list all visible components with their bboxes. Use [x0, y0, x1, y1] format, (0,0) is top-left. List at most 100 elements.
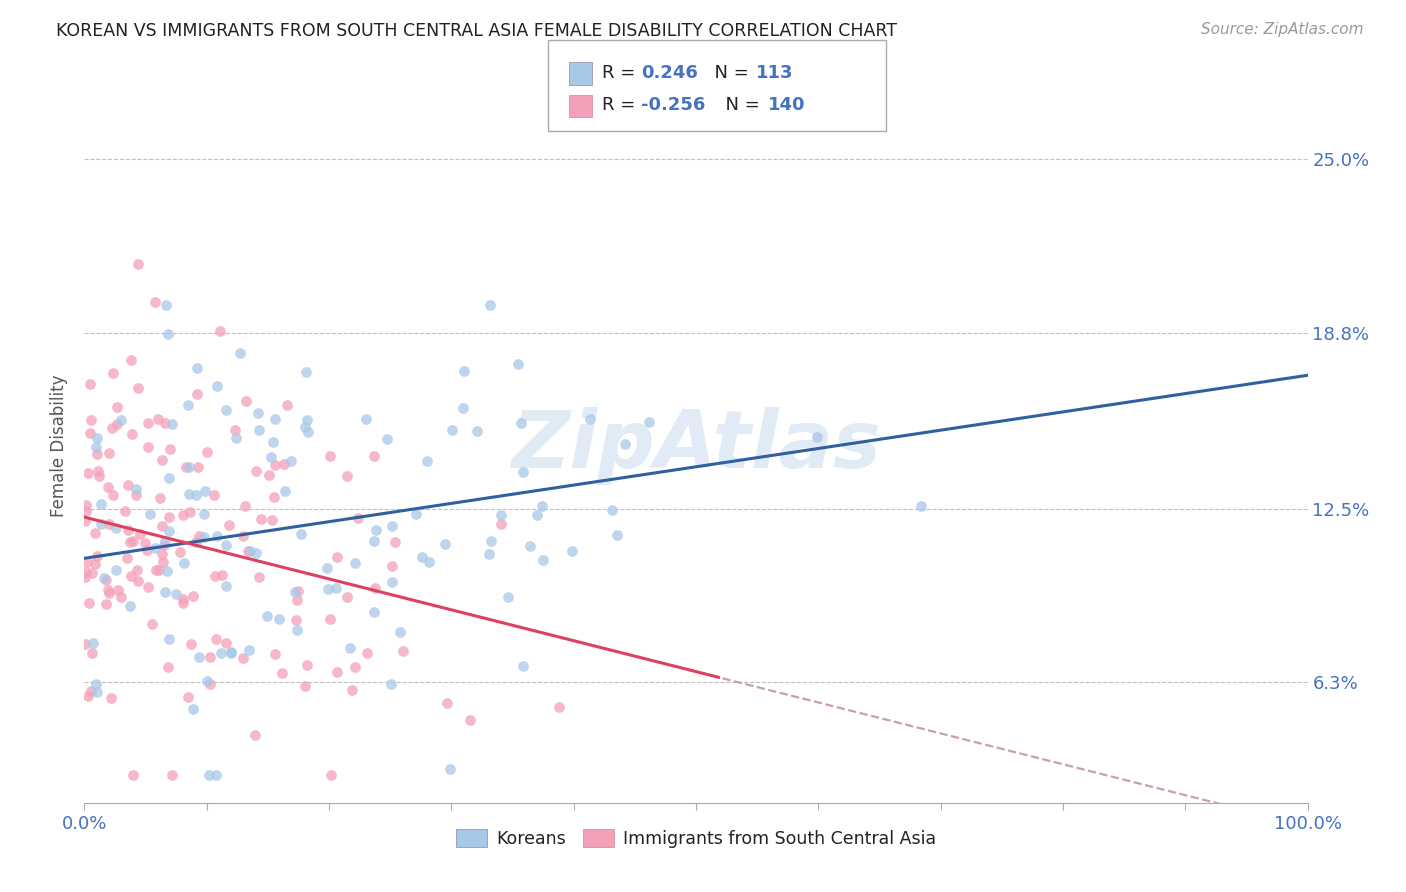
- Text: 113: 113: [756, 63, 794, 81]
- Point: [129, 527, 152, 541]
- Point: [215, 579, 238, 593]
- Text: R =: R =: [602, 63, 641, 81]
- Text: ZipAtlas: ZipAtlas: [510, 407, 882, 485]
- Point: [232, 650, 254, 665]
- Point: [110, 412, 132, 426]
- Point: [339, 640, 361, 655]
- Point: [98, 516, 121, 531]
- Legend: Koreans, Immigrants from South Central Asia: Koreans, Immigrants from South Central A…: [449, 822, 943, 855]
- Point: [157, 660, 180, 674]
- Point: [120, 534, 142, 549]
- Point: [509, 416, 531, 430]
- Point: [606, 528, 628, 542]
- Point: [287, 584, 309, 599]
- Point: [451, 401, 474, 415]
- Point: [273, 457, 295, 471]
- Text: KOREAN VS IMMIGRANTS FROM SOUTH CENTRAL ASIA FEMALE DISABILITY CORRELATION CHART: KOREAN VS IMMIGRANTS FROM SOUTH CENTRAL …: [56, 22, 897, 40]
- Point: [205, 529, 228, 543]
- Point: [94, 597, 117, 611]
- Point: [326, 665, 349, 679]
- Point: [295, 413, 318, 427]
- Point: [219, 645, 242, 659]
- Point: [157, 632, 180, 647]
- Point: [325, 581, 347, 595]
- Point: [77, 466, 100, 480]
- Point: [172, 508, 194, 523]
- Text: -0.256: -0.256: [641, 96, 706, 114]
- Point: [187, 460, 209, 475]
- Point: [489, 508, 512, 523]
- Point: [187, 649, 209, 664]
- Point: [77, 689, 100, 703]
- Point: [100, 690, 122, 705]
- Point: [440, 423, 463, 437]
- Point: [193, 507, 215, 521]
- Point: [179, 505, 201, 519]
- Text: R =: R =: [602, 96, 641, 114]
- Point: [93, 571, 115, 585]
- Point: [637, 415, 659, 429]
- Point: [101, 421, 124, 435]
- Point: [75, 637, 97, 651]
- Point: [526, 508, 548, 522]
- Point: [294, 365, 316, 379]
- Point: [173, 556, 195, 570]
- Point: [211, 568, 233, 582]
- Point: [238, 643, 260, 657]
- Point: [224, 423, 246, 437]
- Point: [120, 352, 142, 367]
- Point: [79, 425, 101, 440]
- Point: [139, 507, 162, 521]
- Point: [215, 538, 238, 552]
- Point: [82, 636, 104, 650]
- Point: [86, 676, 108, 690]
- Point: [97, 582, 120, 597]
- Point: [512, 659, 534, 673]
- Point: [218, 518, 240, 533]
- Point: [219, 647, 242, 661]
- Point: [115, 551, 138, 566]
- Point: [169, 544, 191, 558]
- Point: [249, 570, 271, 584]
- Point: [181, 590, 204, 604]
- Point: [156, 564, 179, 578]
- Point: [73, 570, 96, 584]
- Point: [344, 660, 367, 674]
- Point: [232, 529, 254, 543]
- Point: [174, 459, 197, 474]
- Point: [143, 541, 166, 556]
- Point: [86, 685, 108, 699]
- Point: [228, 346, 250, 360]
- Point: [269, 612, 291, 626]
- Point: [506, 357, 529, 371]
- Point: [262, 435, 284, 450]
- Point: [127, 563, 149, 577]
- Point: [245, 728, 267, 742]
- Point: [381, 558, 404, 573]
- Point: [79, 376, 101, 391]
- Point: [156, 326, 179, 341]
- Point: [157, 524, 180, 538]
- Point: [157, 471, 180, 485]
- Point: [110, 590, 132, 604]
- Point: [86, 440, 108, 454]
- Point: [245, 546, 267, 560]
- Point: [117, 478, 139, 492]
- Point: [806, 430, 828, 444]
- Point: [465, 424, 488, 438]
- Point: [127, 381, 149, 395]
- Point: [159, 442, 181, 456]
- Point: [136, 416, 159, 430]
- Point: [215, 402, 238, 417]
- Point: [294, 419, 316, 434]
- Point: [73, 514, 96, 528]
- Point: [107, 582, 129, 597]
- Point: [198, 650, 221, 665]
- Point: [284, 585, 307, 599]
- Point: [264, 458, 287, 473]
- Point: [579, 411, 602, 425]
- Point: [90, 517, 112, 532]
- Point: [176, 397, 198, 411]
- Point: [247, 424, 270, 438]
- Point: [381, 518, 404, 533]
